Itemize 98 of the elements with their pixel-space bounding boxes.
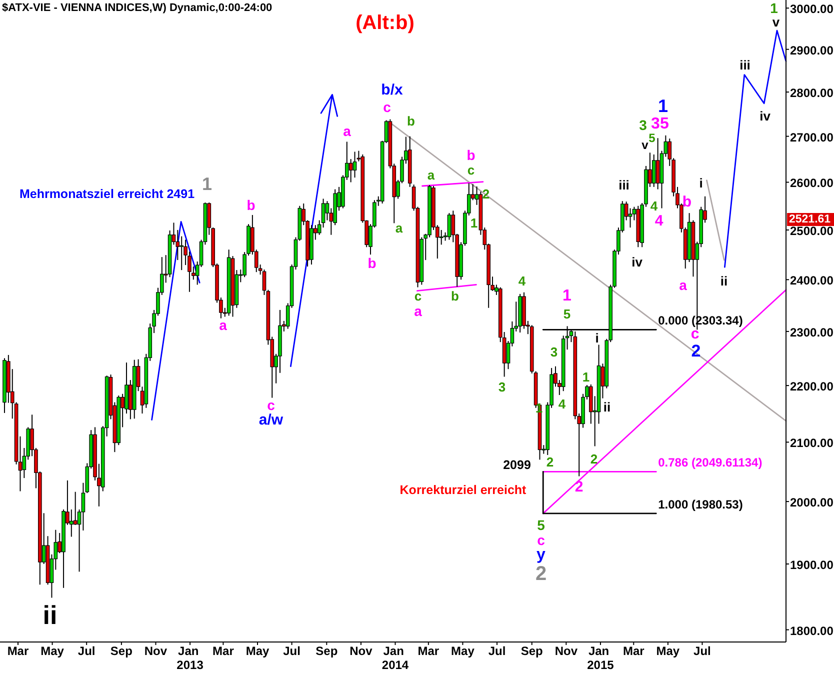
annotation: iii bbox=[618, 178, 630, 192]
x-tick-label: Mar bbox=[7, 644, 29, 658]
annotation: Korrekturziel erreicht bbox=[400, 483, 528, 497]
annotation: ii bbox=[42, 600, 58, 630]
annotation: b bbox=[246, 197, 256, 213]
annotation: iv bbox=[632, 254, 644, 270]
x-tick-label: Nov bbox=[554, 644, 578, 658]
x-tick-label: Sep bbox=[110, 644, 132, 658]
annotation: 1 bbox=[562, 288, 572, 304]
annotation: 1 bbox=[470, 216, 478, 230]
annotation: b bbox=[466, 147, 476, 163]
x-tick-label: May bbox=[246, 644, 270, 658]
y-tick-label: 2400.00 bbox=[790, 274, 834, 288]
y-tick-label: 2900.00 bbox=[790, 43, 834, 58]
annotation: 2 bbox=[691, 342, 701, 360]
text: (Alt:b) bbox=[356, 12, 414, 34]
x-tick-label: Jan 2015 bbox=[587, 644, 614, 672]
x-tick-label: Jan 2013 bbox=[176, 644, 204, 672]
y-tick-label: 1900.00 bbox=[790, 558, 834, 572]
annotation: b bbox=[682, 194, 692, 210]
annotation: 1 bbox=[770, 0, 778, 16]
x-tick-label: Nov bbox=[144, 644, 168, 658]
x-tick-label: Mar bbox=[418, 644, 440, 658]
annotation: 1 bbox=[658, 96, 668, 116]
annotation: 2 bbox=[482, 186, 490, 202]
x-tick-label: Jul bbox=[694, 644, 711, 658]
annotation: a bbox=[219, 317, 228, 333]
annotation: iv bbox=[760, 108, 772, 124]
annotation: ii bbox=[603, 400, 611, 414]
x-tick-label: Jan 2014 bbox=[382, 644, 409, 672]
x-tick-label: Mar bbox=[212, 644, 234, 658]
annotation: 4 bbox=[650, 198, 658, 214]
annotation: b/x bbox=[381, 82, 404, 98]
x-tick-label: Jul bbox=[283, 644, 300, 658]
annotation: a bbox=[343, 123, 352, 139]
annotation: 1 bbox=[202, 174, 212, 194]
x-tick-label: Mar bbox=[622, 644, 645, 658]
y-tick-label: 1800.00 bbox=[790, 624, 834, 638]
annotation: a bbox=[414, 303, 422, 319]
annotation: a/w bbox=[258, 412, 284, 428]
x-tick-label: Sep bbox=[316, 644, 338, 658]
annotation: i bbox=[595, 330, 599, 346]
y-tick-label: 2200.00 bbox=[790, 380, 834, 394]
annotation: c bbox=[537, 532, 546, 548]
annotation: 2 bbox=[590, 452, 598, 466]
annotation: iii bbox=[740, 58, 750, 72]
y-tick-label: 2000.00 bbox=[790, 496, 834, 510]
chart-title: $ATX-VIE - VIENNA INDICES,W) Dynamic,0:00-24:00 bbox=[2, 2, 272, 14]
y-tick-label: 2500.00 bbox=[790, 224, 834, 238]
annotation: v bbox=[772, 14, 780, 30]
x-tick-label: May bbox=[451, 644, 475, 658]
y-tick-label: 2100.00 bbox=[790, 436, 834, 450]
annotation: 2 bbox=[546, 454, 554, 470]
annotation: 5 bbox=[660, 116, 670, 132]
annotation: Mehrmonatsziel erreicht 2491 bbox=[19, 187, 195, 201]
annotation: 3 bbox=[498, 380, 506, 394]
annotation: i bbox=[699, 176, 703, 190]
annotation: b bbox=[368, 255, 376, 271]
x-tick-label: May bbox=[40, 644, 64, 658]
annotation: c bbox=[414, 288, 422, 304]
annotation: c bbox=[467, 162, 475, 178]
annotation: c bbox=[267, 397, 276, 413]
annotation: 5 bbox=[648, 131, 656, 145]
annotation: c bbox=[383, 99, 392, 115]
annotation: 1 bbox=[535, 400, 543, 416]
y-tick-label: 2300.00 bbox=[790, 325, 834, 340]
annotation: 3 bbox=[639, 117, 648, 133]
y-tick-label: 3000.00 bbox=[790, 2, 834, 16]
annotation: ii bbox=[720, 274, 728, 288]
annotation: b bbox=[407, 114, 416, 128]
annotation: 4 bbox=[518, 274, 526, 288]
x-tick-label: Jul bbox=[78, 644, 96, 658]
annotation: y bbox=[536, 546, 546, 564]
annotation: 2099 bbox=[503, 458, 531, 472]
x-tick-label: May bbox=[656, 644, 680, 658]
annotation: a bbox=[679, 277, 688, 293]
annotation: a bbox=[427, 168, 436, 182]
annotation: 5 bbox=[563, 306, 571, 322]
y-tick-label: 2600.00 bbox=[790, 176, 834, 190]
annotation: 4 bbox=[654, 212, 664, 230]
annotation: 5 bbox=[537, 517, 546, 533]
text: 2521.61 bbox=[789, 214, 832, 226]
y-tick-label: 2700.00 bbox=[790, 130, 834, 144]
x-tick-label: Jul bbox=[488, 644, 506, 658]
annotation: 2 bbox=[535, 563, 547, 585]
annotation: a bbox=[395, 220, 404, 236]
annotation: 4 bbox=[558, 396, 566, 412]
annotation: b bbox=[451, 288, 460, 304]
annotation: 1.000 (1980.53) bbox=[658, 497, 743, 512]
annotation: c bbox=[690, 326, 700, 342]
annotation: v bbox=[642, 138, 649, 152]
x-tick-label: Sep bbox=[520, 644, 543, 658]
annotation: 0.786 (2049.61134) bbox=[658, 456, 762, 470]
y-tick-label: 2800.00 bbox=[790, 86, 834, 100]
annotation: 1 bbox=[582, 370, 590, 384]
annotation: 3 bbox=[651, 116, 660, 132]
x-tick-label: Nov bbox=[350, 644, 373, 658]
annotation: 3 bbox=[550, 344, 558, 360]
